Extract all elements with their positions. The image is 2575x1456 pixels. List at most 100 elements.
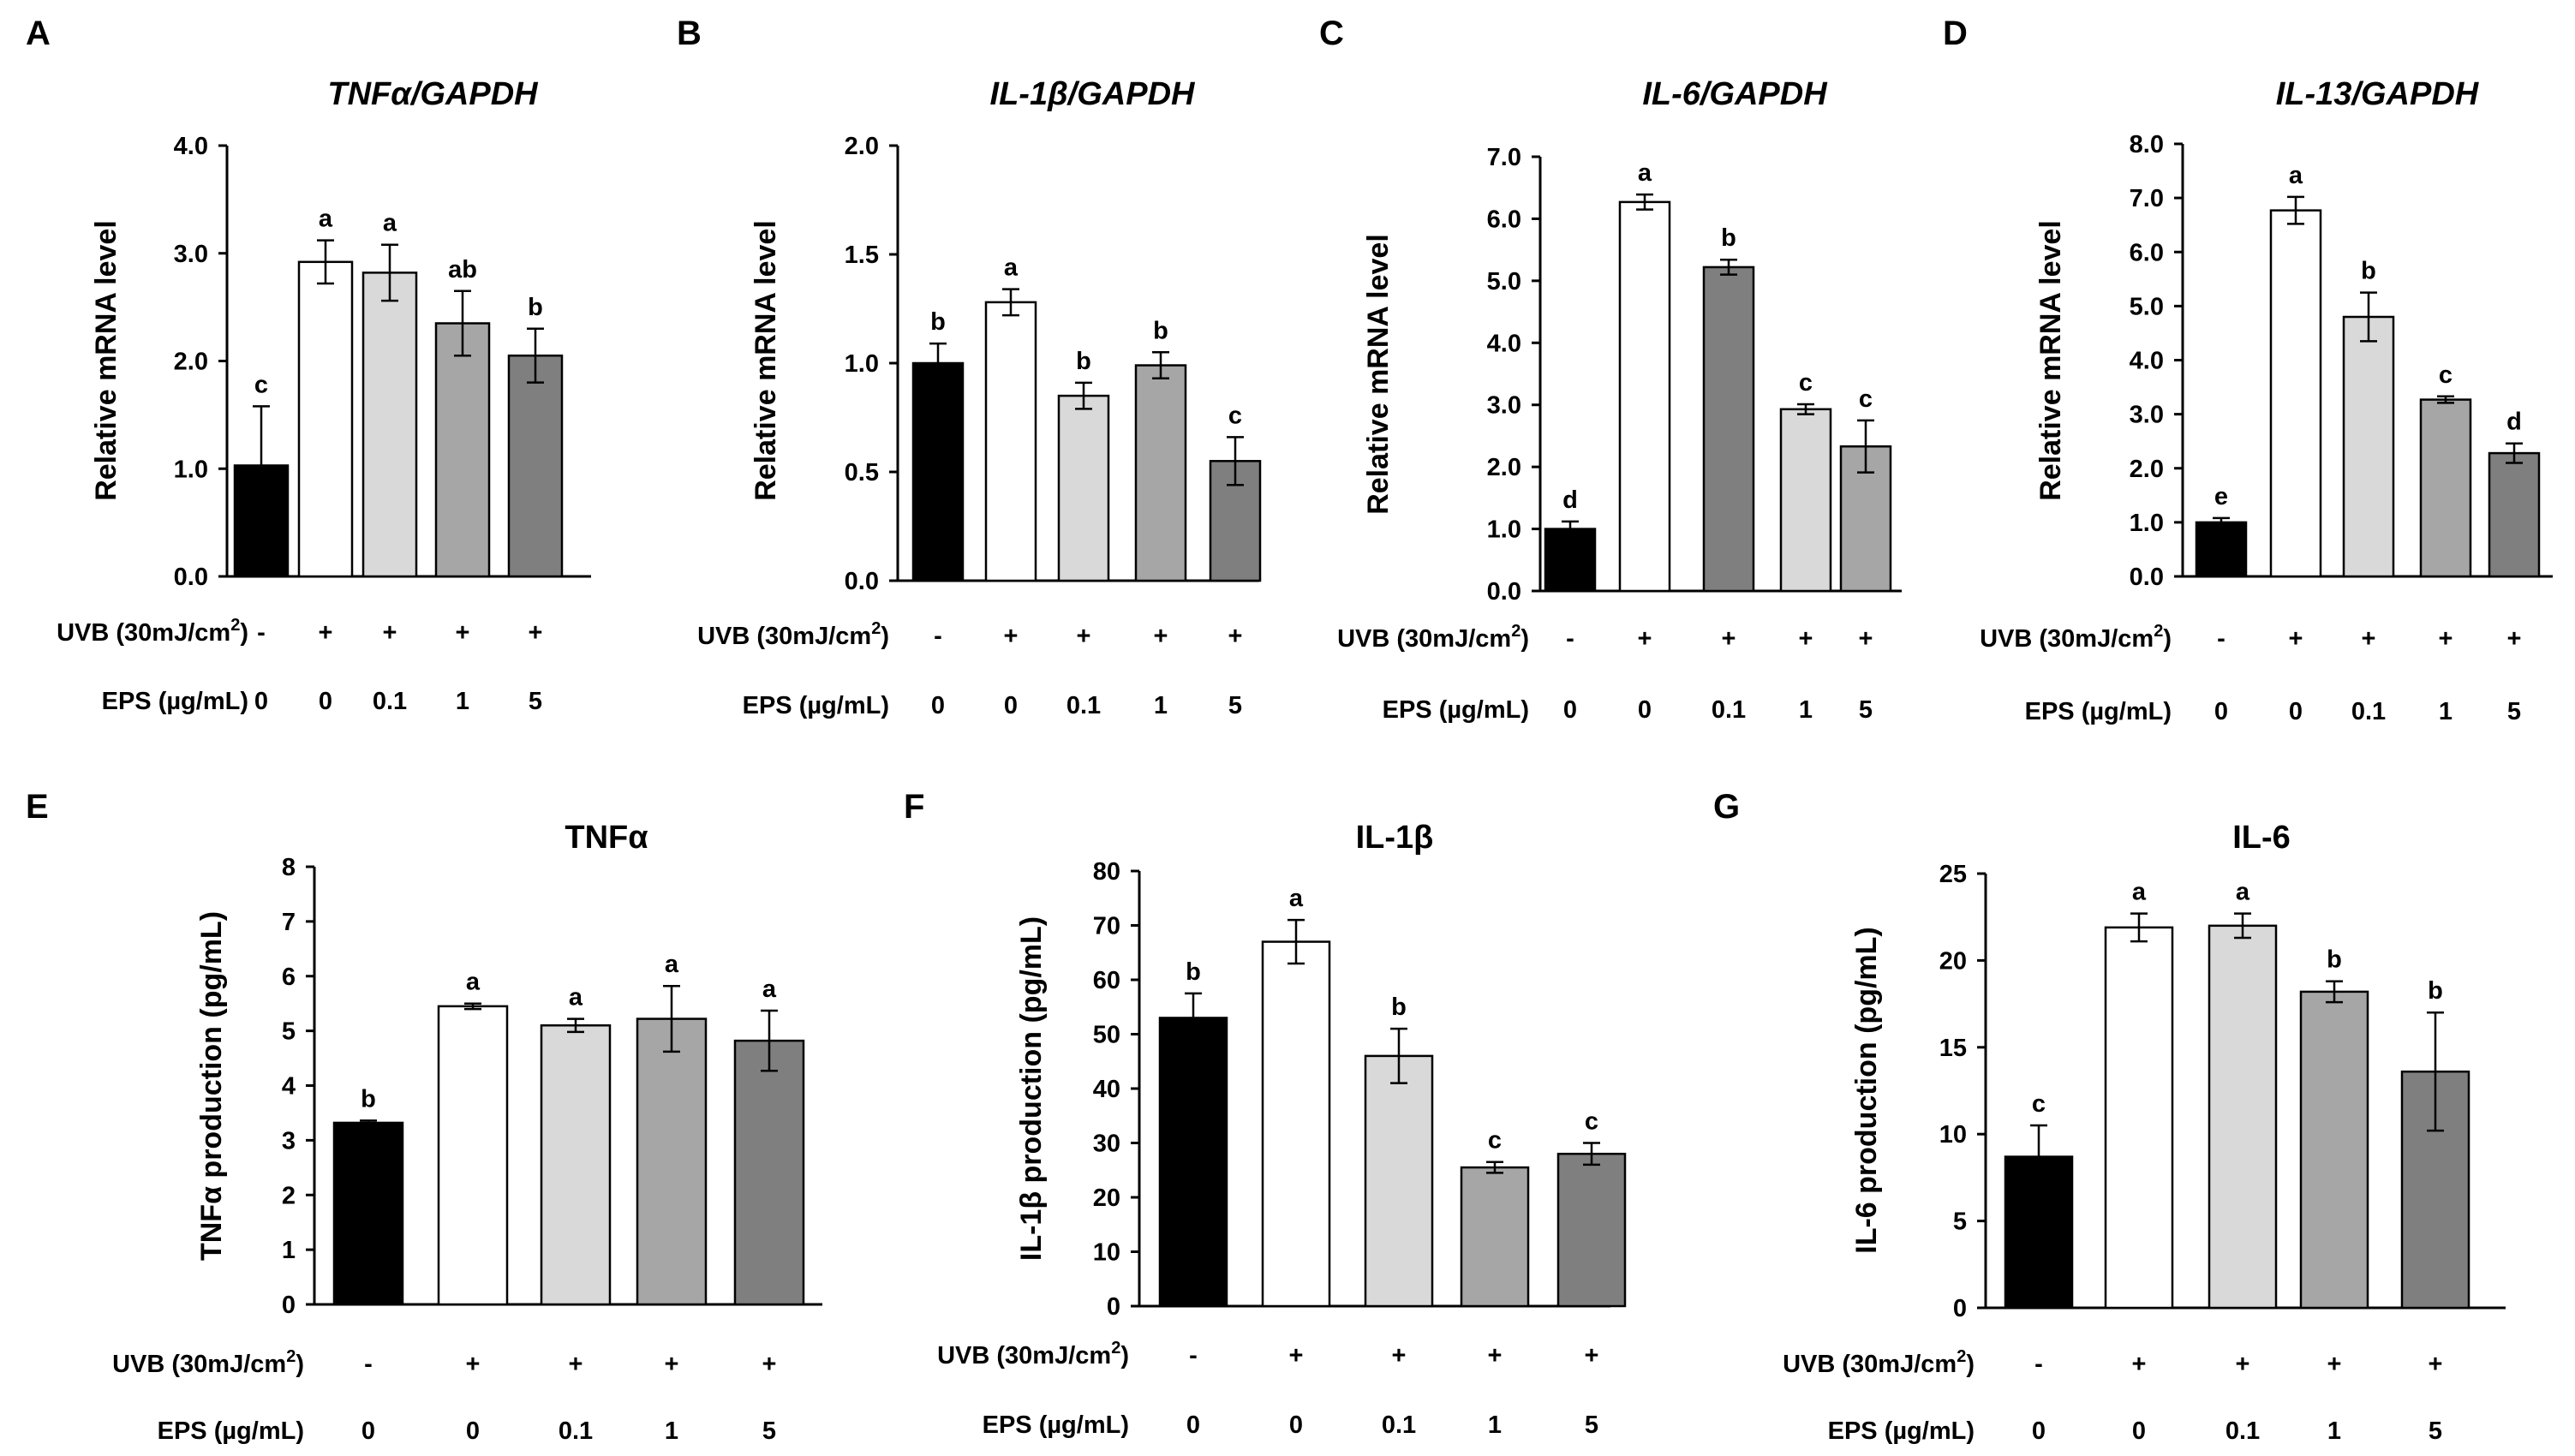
uvb-label-superscript: 2 — [871, 619, 881, 638]
panel-d-uvb-value-1: - — [2217, 625, 2225, 653]
panel-f-uvb-value-2: + — [1289, 1342, 1304, 1369]
panel-d-error-bar-5 — [2506, 442, 2523, 464]
panel-e-bar-5 — [733, 1039, 805, 1306]
uvb-label-text: UVB (30mJ/cm — [1337, 625, 1511, 653]
uvb-label-superscript: 2 — [230, 616, 240, 635]
panel-b-eps-value-1: 0 — [931, 692, 945, 719]
panel-b-significance-1: b — [930, 308, 946, 336]
panel-e-y-tick-label: 2 — [282, 1182, 296, 1209]
panel-d-eps-label: EPS (µg/mL) — [2025, 698, 2172, 725]
panel-a-y-tick-label: 2.0 — [174, 349, 208, 376]
uvb-label-text: UVB (30mJ/cm — [1783, 1351, 1957, 1378]
panel-b-uvb-value-1: - — [934, 623, 942, 650]
panel-e-y-tick-label: 6 — [282, 964, 296, 991]
panel-b-y-tick-label: 1.0 — [845, 350, 879, 378]
panel-a-significance-3: a — [383, 210, 397, 237]
panel-c-uvb-value-4: + — [1799, 625, 1813, 653]
uvb-label-text: UVB (30mJ/cm — [1980, 625, 2154, 653]
panel-b-y-tick-label: 1.5 — [845, 242, 879, 269]
panel-c-uvb-value-2: + — [1638, 625, 1652, 653]
panel-f-y-tick-label: 30 — [1093, 1131, 1120, 1158]
panel-g-uvb-value-4: + — [2327, 1351, 2342, 1378]
panel-b-uvb-value-4: + — [1154, 623, 1168, 650]
panel-g-uvb-value-1: - — [2034, 1351, 2043, 1378]
panel-a-significance-1: c — [254, 371, 268, 398]
panel-b-eps-label: EPS (µg/mL) — [743, 692, 889, 719]
uvb-label-superscript: 2 — [1957, 1347, 1966, 1366]
panel-b-error-bar-5 — [1227, 436, 1244, 486]
panel-f-title: IL-1β — [1356, 820, 1434, 856]
panel-e-eps-value-2: 0 — [466, 1417, 480, 1445]
panel-d-y-axis-label: Relative mRNA level — [2034, 220, 2067, 501]
panel-c-title: IL-6/GAPDH — [1642, 76, 1828, 112]
panel-d-y-tick-label: 7.0 — [2130, 185, 2164, 212]
uvb-label-close: ) — [240, 619, 248, 647]
panel-d-significance-4: c — [2439, 361, 2453, 389]
panel-a-significance-2: a — [319, 206, 333, 233]
panel-f-error-bar-5 — [1583, 1142, 1600, 1167]
panel-g-error-bar-5 — [2427, 1011, 2444, 1132]
panel-g-eps-value-1: 0 — [2032, 1417, 2046, 1445]
panel-e-uvb-value-3: + — [569, 1351, 583, 1378]
uvb-label-close: ) — [1521, 625, 1529, 653]
panel-b-error-bar-2 — [1002, 288, 1019, 317]
panel-a-bar-2 — [297, 260, 354, 578]
panel-b-eps-value-5: 5 — [1228, 692, 1242, 719]
panel-f-eps-value-3: 0.1 — [1382, 1411, 1416, 1439]
panel-g-significance-3: a — [2236, 879, 2250, 906]
panel-f-uvb-value-4: + — [1488, 1342, 1503, 1369]
panel-c-bar-1 — [1544, 528, 1597, 593]
panel-c-error-bar-2 — [1636, 193, 1653, 211]
panel-e-error-bar-5 — [761, 1009, 778, 1072]
panel-e-error-bar-1 — [360, 1119, 377, 1126]
panel-f-letter: F — [904, 788, 924, 826]
panel-d-error-bar-2 — [2287, 195, 2304, 225]
panel-a-uvb-value-2: + — [319, 619, 333, 647]
panel-c-significance-2: a — [1638, 159, 1652, 187]
panel-e-uvb-value-4: + — [665, 1351, 679, 1378]
panel-g-eps-label: EPS (µg/mL) — [1828, 1417, 1975, 1445]
panel-g-uvb-label: UVB (30mJ/cm2) — [1783, 1347, 1975, 1378]
panel-a-eps-value-2: 0 — [319, 688, 332, 715]
uvb-label-text: UVB (30mJ/cm — [697, 623, 871, 650]
panel-f-uvb-label: UVB (30mJ/cm2) — [937, 1339, 1129, 1369]
panel-a-y-tick-label: 3.0 — [174, 241, 208, 268]
panel-a-error-bar-1 — [253, 405, 270, 526]
panel-d-significance-5: d — [2506, 409, 2522, 436]
panel-d-uvb-value-5: + — [2507, 625, 2522, 653]
panel-g-error-bar-1 — [2030, 1124, 2047, 1190]
panel-e-significance-2: a — [466, 969, 481, 996]
panel-b-uvb-value-5: + — [1228, 623, 1243, 650]
panel-f-y-tick-label: 70 — [1093, 913, 1120, 940]
panel-e-y-tick-label: 3 — [282, 1127, 296, 1155]
panel-g-significance-1: c — [2032, 1090, 2046, 1118]
panel-f-bar-3 — [1364, 1054, 1434, 1308]
panel-c-uvb-value-3: + — [1722, 625, 1736, 653]
panel-d-uvb-value-2: + — [2289, 625, 2303, 653]
panel-e-bar-4 — [636, 1017, 708, 1306]
panel-f-y-tick-label: 60 — [1093, 967, 1120, 994]
uvb-label-superscript: 2 — [1111, 1339, 1120, 1358]
uvb-label-superscript: 2 — [2154, 622, 2163, 641]
panel-g-error-bar-2 — [2130, 912, 2148, 943]
panel-c-y-tick-label: 5.0 — [1487, 268, 1521, 295]
panel-e-error-bar-3 — [567, 1017, 584, 1034]
panel-e-letter: E — [26, 788, 49, 826]
panel-d-eps-value-1: 0 — [2214, 698, 2228, 725]
panel-b-uvb-label: UVB (30mJ/cm2) — [697, 619, 889, 650]
panel-c-eps-label: EPS (µg/mL) — [1383, 696, 1529, 724]
panel-a-y-axis-label: Relative mRNA level — [90, 220, 122, 501]
panel-c-bar-2 — [1618, 200, 1671, 593]
panel-e-significance-4: a — [665, 951, 679, 978]
panel-e-error-bar-4 — [663, 984, 680, 1053]
panel-e-eps-label: EPS (µg/mL) — [158, 1417, 304, 1445]
panel-f-error-bar-2 — [1288, 918, 1305, 965]
panel-a-y-tick-label: 1.0 — [174, 456, 208, 483]
panel-a-eps-value-3: 0.1 — [373, 688, 407, 715]
uvb-label-superscript: 2 — [1511, 622, 1521, 641]
panel-g: GIL-6IL-6 production (pg/mL)0510152025c-… — [1713, 788, 2506, 1445]
panel-d-eps-value-2: 0 — [2289, 698, 2303, 725]
panel-e-significance-5: a — [762, 976, 777, 1003]
panel-e-error-bar-2 — [464, 1002, 481, 1011]
uvb-label-close: ) — [2163, 625, 2172, 653]
